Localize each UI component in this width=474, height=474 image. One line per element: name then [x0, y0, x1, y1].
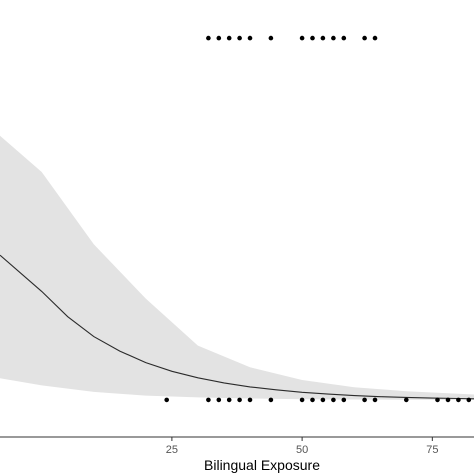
confidence-band — [0, 135, 474, 400]
data-point-outcome-0 — [372, 397, 378, 403]
x-tick-label: 25 — [166, 444, 178, 456]
data-point-outcome-1 — [341, 35, 347, 41]
data-point-outcome-1 — [247, 35, 253, 41]
data-point-outcome-0 — [216, 397, 222, 403]
fit-line-layer — [0, 254, 474, 400]
data-point-outcome-1 — [372, 35, 378, 41]
data-point-outcome-0 — [435, 397, 440, 403]
data-point-outcome-1 — [331, 35, 336, 41]
data-point-outcome-0 — [466, 397, 472, 403]
data-point-outcome-0 — [268, 397, 274, 403]
data-point-outcome-1 — [310, 35, 315, 41]
data-point-outcome-0 — [299, 397, 305, 403]
data-point-outcome-0 — [247, 397, 253, 403]
data-point-outcome-0 — [362, 397, 367, 403]
data-point-outcome-1 — [362, 35, 367, 41]
data-point-outcome-0 — [445, 397, 451, 403]
data-point-outcome-1 — [206, 35, 211, 41]
data-point-outcome-0 — [341, 397, 347, 403]
data-point-outcome-1 — [237, 35, 242, 41]
x-axis-title: Bilingual Exposure — [204, 457, 320, 473]
x-axis: 25 50 75 — [0, 436, 474, 456]
x-tick-label: 50 — [296, 444, 308, 456]
data-point-outcome-1 — [268, 35, 274, 41]
data-point-outcome-0 — [206, 397, 211, 403]
data-point-outcome-0 — [164, 397, 169, 403]
confidence-band-layer — [0, 135, 474, 400]
data-point-outcome-0 — [226, 397, 232, 403]
data-point-outcome-0 — [320, 397, 326, 403]
x-tick-label: 75 — [426, 444, 438, 456]
data-point-outcome-1 — [320, 35, 326, 41]
data-point-outcome-0 — [456, 397, 461, 403]
data-point-outcome-0 — [331, 397, 336, 403]
data-points-layer — [164, 35, 472, 403]
data-point-outcome-0 — [310, 397, 315, 403]
data-point-outcome-0 — [237, 397, 242, 403]
data-point-outcome-1 — [299, 35, 305, 41]
data-point-outcome-1 — [226, 35, 232, 41]
data-point-outcome-1 — [216, 35, 222, 41]
data-point-outcome-0 — [404, 397, 409, 403]
fit-line — [0, 254, 474, 400]
